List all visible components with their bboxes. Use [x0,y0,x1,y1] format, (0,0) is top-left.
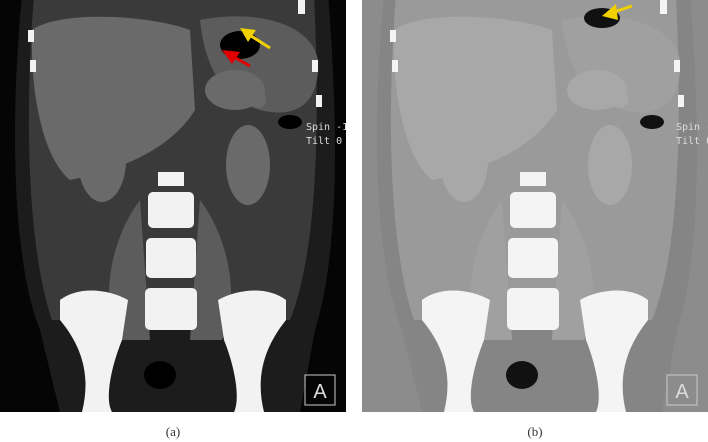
orientation-mark: A [675,381,689,403]
overlay-text: Tilt 0 [306,136,342,147]
panel-b: Spin -1 Tilt 0 A [362,0,708,412]
overlay-text: Tilt 0 [676,136,708,147]
ct-image [0,0,346,412]
yellow-arrowhead [240,28,256,42]
overlay-text: Spin -1 [306,122,348,133]
panel-a: Spin -1 Tilt 0 A [0,0,348,412]
orientation-mark: A [313,381,327,403]
overlay-text: Spin -1 [676,122,708,133]
ct-image [362,0,708,412]
yellow-arrowhead [602,4,618,20]
red-arrowhead [222,50,240,64]
panel-caption: (b) [527,424,542,439]
yellow-arrow [613,4,633,14]
panel-caption: (a) [166,424,180,439]
